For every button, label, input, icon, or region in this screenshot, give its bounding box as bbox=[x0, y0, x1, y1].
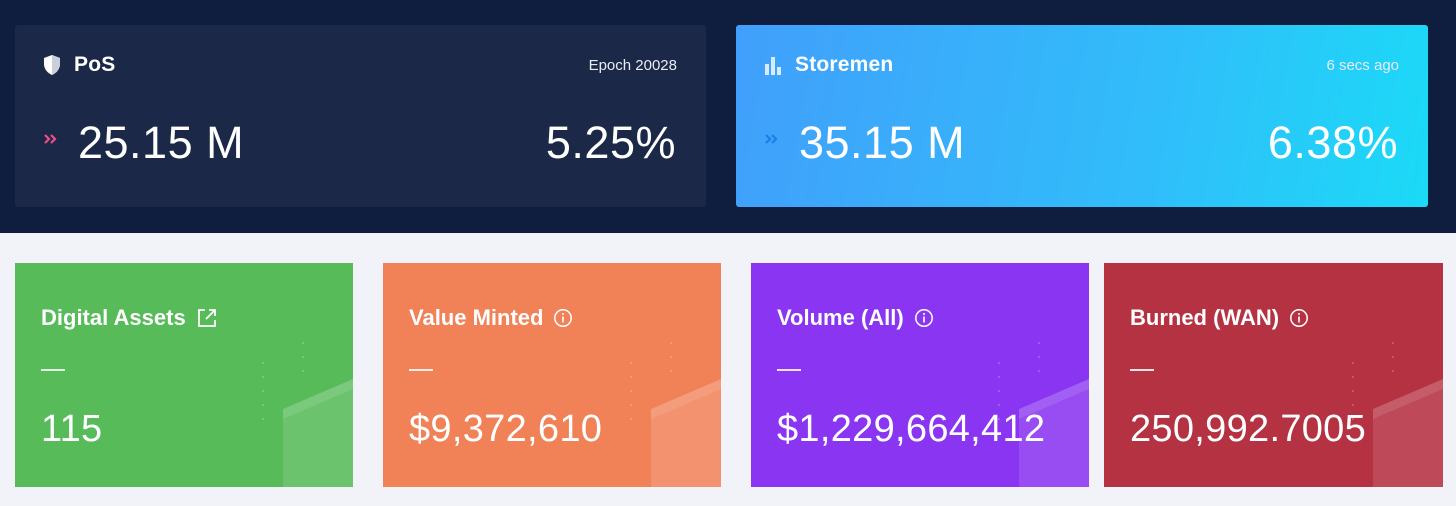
info-icon[interactable] bbox=[914, 308, 934, 328]
digital-assets-value: 115 bbox=[41, 408, 103, 450]
storemen-percent: 6.38% bbox=[1267, 117, 1398, 168]
value-minted-card[interactable]: Value Minted $9,372,610 bbox=[383, 263, 721, 487]
external-link-icon[interactable] bbox=[196, 307, 218, 329]
burned-wan-header: Burned (WAN) bbox=[1130, 305, 1309, 331]
digital-assets-card[interactable]: Digital Assets 115 bbox=[15, 263, 353, 487]
pos-stake-value: 25.15 M bbox=[78, 117, 245, 168]
background-decoration bbox=[998, 342, 1089, 487]
volume-all-card[interactable]: Volume (All) $1,229,664,412 bbox=[751, 263, 1089, 487]
updated-time: 6 secs ago bbox=[1326, 57, 1399, 74]
storemen-header: Storemen bbox=[763, 53, 893, 77]
volume-all-header: Volume (All) bbox=[777, 305, 934, 331]
info-icon[interactable] bbox=[1289, 308, 1309, 328]
value-minted-title: Value Minted bbox=[409, 305, 544, 330]
digital-assets-header[interactable]: Digital Assets bbox=[41, 305, 218, 331]
epoch-label: Epoch 20028 bbox=[588, 57, 677, 74]
digital-assets-title[interactable]: Digital Assets bbox=[41, 305, 186, 330]
pos-panel[interactable]: PoS Epoch 20028 25.15 M 5.25% bbox=[15, 25, 706, 207]
separator-dash bbox=[1130, 369, 1154, 371]
value-minted-header: Value Minted bbox=[409, 305, 573, 331]
pos-header: PoS bbox=[42, 53, 115, 77]
pos-percent: 5.25% bbox=[545, 117, 676, 168]
background-decoration bbox=[1352, 342, 1443, 487]
burned-wan-value: 250,992.7005 bbox=[1130, 408, 1367, 450]
double-chevron-icon bbox=[44, 134, 57, 144]
shield-icon bbox=[44, 55, 60, 75]
storemen-stake-value: 35.15 M bbox=[799, 117, 966, 168]
volume-all-value: $1,229,664,412 bbox=[777, 408, 1046, 450]
info-icon[interactable] bbox=[553, 308, 573, 328]
storemen-title: Storemen bbox=[795, 53, 894, 76]
volume-all-title: Volume (All) bbox=[777, 305, 904, 330]
value-minted-value: $9,372,610 bbox=[409, 408, 603, 450]
separator-dash bbox=[409, 369, 433, 371]
storemen-panel[interactable]: Storemen 6 secs ago 35.15 M 6.38% bbox=[736, 25, 1428, 207]
double-chevron-icon bbox=[765, 134, 778, 144]
burned-wan-card[interactable]: Burned (WAN) 250,992.7005 bbox=[1104, 263, 1443, 487]
bar-chart-icon bbox=[765, 57, 781, 75]
separator-dash bbox=[777, 369, 801, 371]
pos-title: PoS bbox=[74, 53, 116, 76]
background-decoration bbox=[630, 342, 721, 487]
burned-wan-title: Burned (WAN) bbox=[1130, 305, 1280, 330]
separator-dash bbox=[41, 369, 65, 371]
background-decoration bbox=[262, 342, 353, 487]
